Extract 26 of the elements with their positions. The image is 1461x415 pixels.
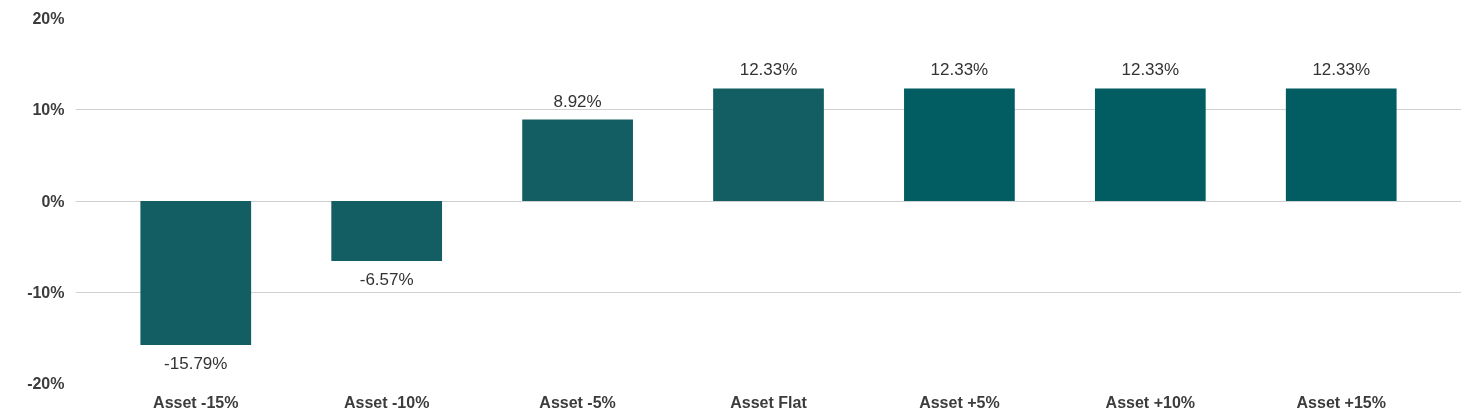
- bar: [713, 88, 824, 201]
- bar: [522, 119, 633, 201]
- bar: [140, 201, 252, 346]
- x-tick-label: Asset -10%: [343, 393, 430, 411]
- data-label: 8.92%: [553, 91, 602, 111]
- bar: [904, 88, 1015, 201]
- y-tick-label: -10%: [27, 283, 65, 301]
- y-tick-label: 10%: [32, 101, 65, 119]
- data-label: 12.33%: [739, 60, 798, 80]
- x-tick-label: Asset +15%: [1296, 393, 1386, 411]
- bar: [1094, 88, 1206, 201]
- x-tick-label: Asset +5%: [919, 393, 1000, 411]
- data-label: -15.79%: [164, 354, 228, 374]
- y-tick-label: 0%: [41, 192, 65, 210]
- data-label: 12.33%: [930, 60, 989, 80]
- bar: [331, 201, 443, 261]
- y-tick-label: -20%: [27, 375, 65, 392]
- x-tick-label: Asset -5%: [539, 393, 616, 411]
- y-tick-label: 20%: [32, 10, 65, 27]
- bar: [1285, 88, 1397, 201]
- x-tick-label: Asset +10%: [1105, 393, 1196, 411]
- data-label: -6.57%: [359, 269, 414, 289]
- data-label: 12.33%: [1121, 60, 1180, 80]
- x-tick-label: Asset -15%: [153, 393, 239, 411]
- data-label: 12.33%: [1312, 60, 1371, 80]
- x-tick-label: Asset Flat: [730, 393, 808, 411]
